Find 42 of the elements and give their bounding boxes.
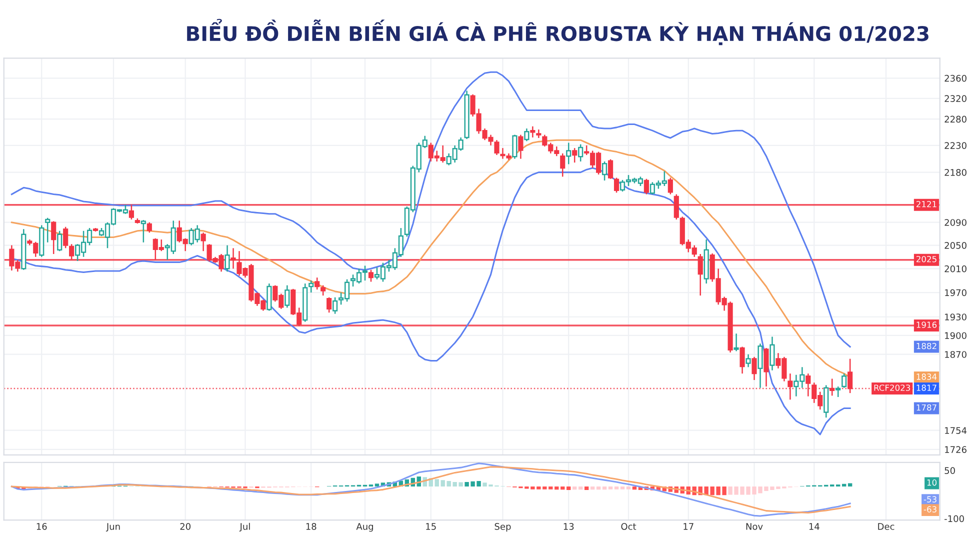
x-tick-label: Sep bbox=[494, 523, 511, 532]
x-tick-label: 20 bbox=[180, 523, 190, 530]
text: 1817 bbox=[916, 384, 936, 391]
ref-line-label: 2025 bbox=[916, 256, 936, 262]
y-tick-label: 2090 bbox=[944, 219, 966, 226]
y-tick-label: 2320 bbox=[944, 95, 966, 102]
ref-line-label: RCF2023 bbox=[874, 384, 910, 391]
ref-line-label: 2121 bbox=[916, 200, 936, 208]
x-tick-label: Jun bbox=[106, 523, 120, 532]
y-tick-label: 2180 bbox=[944, 169, 966, 176]
x-tick-label: Oct bbox=[621, 523, 636, 530]
ref-line-label: 1916 bbox=[916, 322, 937, 328]
text: 1882 bbox=[916, 342, 936, 350]
x-tick-label: 15 bbox=[426, 523, 436, 530]
y-tick-label: -100 bbox=[944, 515, 964, 522]
text: -63 bbox=[924, 506, 936, 512]
x-tick-label: 14 bbox=[809, 523, 820, 530]
x-tick-label: 13 bbox=[564, 523, 574, 530]
y-tick-label: 1870 bbox=[945, 351, 966, 358]
x-tick-label: Aug bbox=[356, 523, 373, 532]
x-tick-label: Dec bbox=[878, 523, 894, 530]
y-tick-label: 1970 bbox=[945, 289, 966, 296]
y-tick-label: 1726 bbox=[945, 446, 966, 454]
y-tick-label: 2010 bbox=[944, 265, 966, 272]
y-tick-label: 1754 bbox=[945, 427, 967, 434]
y-tick-label: 1900 bbox=[945, 332, 966, 340]
y-tick-label: 2280 bbox=[944, 116, 966, 123]
y-tick-label: 2050 bbox=[944, 242, 966, 249]
y-tick-label: 2230 bbox=[944, 142, 966, 149]
y-tick-label: 1930 bbox=[945, 314, 966, 320]
chart-title: BIỂU ĐỒ DIỄN BIẾN GIÁ CÀ PHÊ ROBUSTA KỲ HẠN THÁNG 01/2023 bbox=[187, 18, 928, 46]
text: 1787 bbox=[916, 404, 936, 411]
x-tick-label: 16 bbox=[36, 523, 47, 530]
x-tick-label: 17 bbox=[684, 523, 694, 530]
x-tick-label: Jul bbox=[239, 522, 250, 532]
text: -53 bbox=[924, 496, 936, 502]
text: 1834 bbox=[916, 374, 937, 380]
y-tick-label: 50 bbox=[944, 467, 955, 474]
y-tick-label: 2360 bbox=[944, 74, 966, 82]
x-tick-label: Nov bbox=[746, 523, 763, 530]
text: 10 bbox=[927, 479, 937, 486]
x-tick-label: 18 bbox=[306, 523, 316, 530]
